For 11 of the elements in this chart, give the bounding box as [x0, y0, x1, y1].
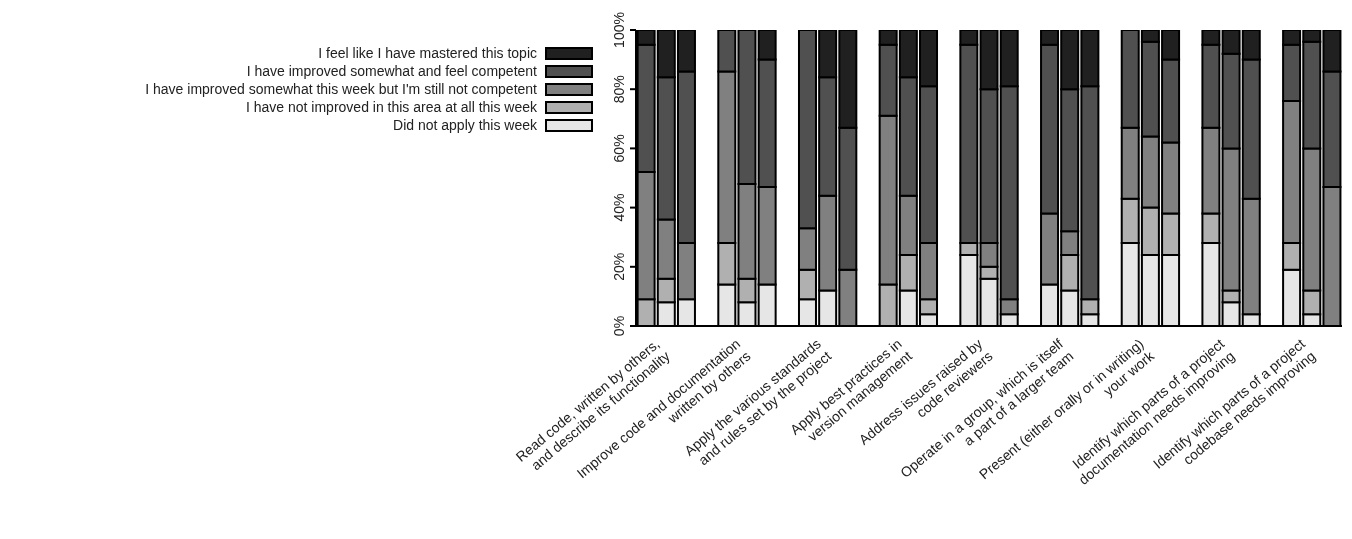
y-tick-label: 80% [611, 75, 627, 104]
y-tick-label: 100% [611, 12, 627, 48]
y-tick-label: 60% [611, 134, 627, 163]
legend-label: Did not apply this week [393, 117, 537, 133]
y-tick-label: 20% [611, 252, 627, 281]
legend-label: I have improved somewhat this week but I'm still not competent [145, 81, 537, 97]
legend-label: I have improved somewhat and feel competent [246, 63, 537, 79]
y-tick-label: 0% [611, 315, 627, 337]
y-tick-label: 40% [611, 193, 627, 222]
legend-label: I feel like I have mastered this topic [318, 45, 537, 61]
legend-label: I have not improved in this area at all this week [245, 99, 537, 115]
